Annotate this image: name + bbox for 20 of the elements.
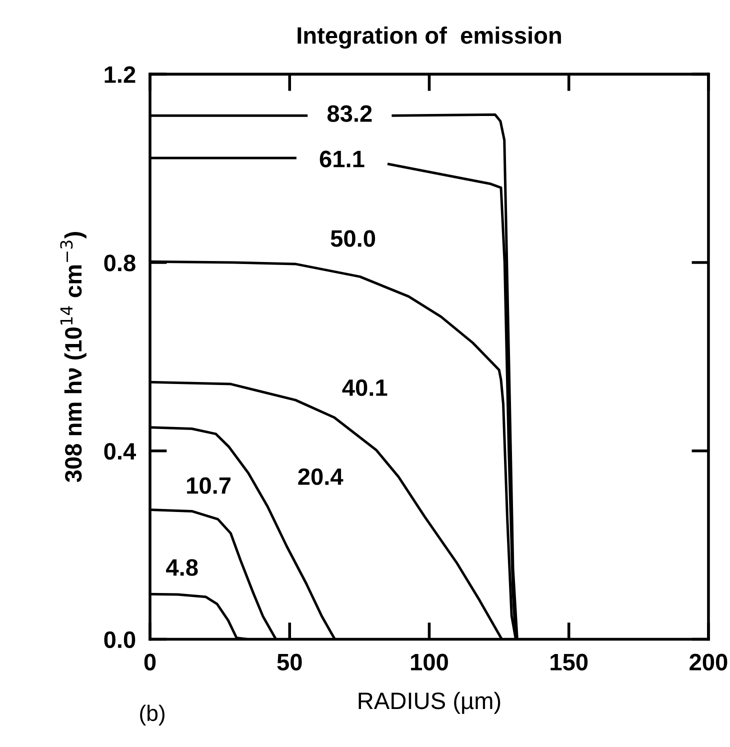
y-axis-title: 308 nm hν (10$^{14}$ cm$^{−3}$) [60,232,86,482]
series-label: 20.4 [298,468,344,486]
x-axis-title: RADIUS (µm) [358,692,500,714]
y-tick-label: 0.8 [104,254,136,272]
series-label: 50.0 [330,230,376,247]
x-tick-label: 0 [144,654,156,671]
x-tick-label: 200 [690,654,728,671]
series-label: 40.1 [342,379,388,396]
y-tick-label: 1.2 [104,66,136,83]
y-tick-label: 0.4 [104,442,136,460]
chart-title: Integration of emission [298,26,561,49]
series-label: 61.1 [320,150,364,168]
x-tick-label: 50 [277,654,302,671]
text: (b) [140,704,164,726]
x-tick-label: 150 [550,654,588,671]
x-tick-label: 100 [411,654,448,671]
series-label: 4.8 [166,559,198,576]
series-label: 83.2 [327,105,372,122]
series-label: 10.7 [187,477,231,494]
y-tick-label: 0.0 [104,631,136,648]
